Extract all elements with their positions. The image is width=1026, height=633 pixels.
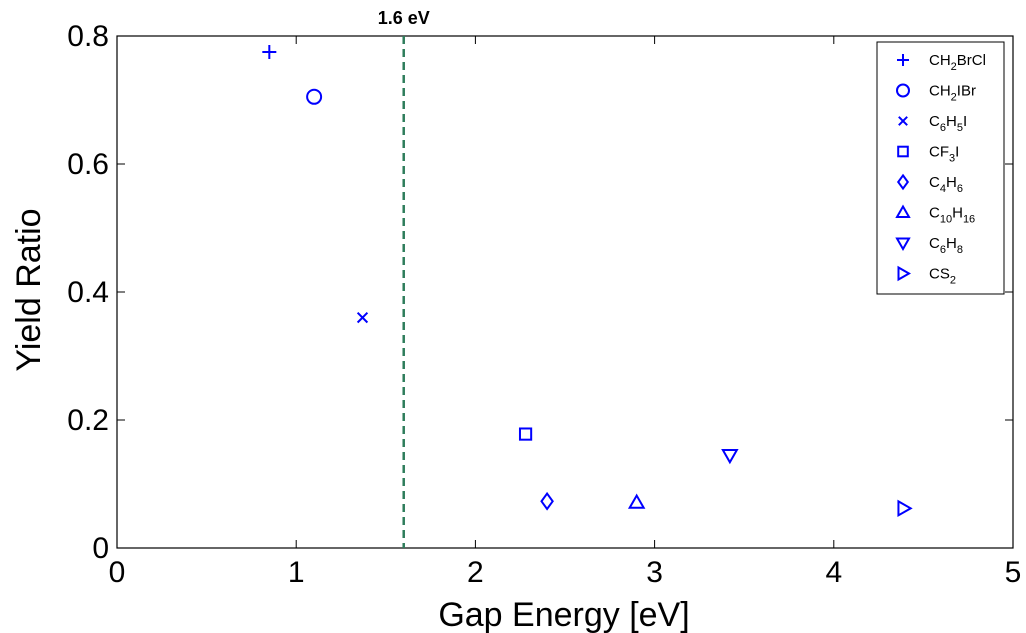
x-tick-label: 5 <box>1005 556 1022 589</box>
y-tick-label: 0.8 <box>67 20 109 53</box>
x-tick-label: 1 <box>288 556 305 589</box>
x-tick-label: 3 <box>646 556 663 589</box>
y-tick-label: 0.2 <box>67 404 109 437</box>
x-axis-label: Gap Energy [eV] <box>438 596 689 633</box>
x-tick-label: 4 <box>825 556 842 589</box>
data-point-cs2 <box>898 501 910 515</box>
data-point-cf3i <box>520 428 531 439</box>
y-axis-label: Yield Ratio <box>10 208 48 371</box>
data-point-ch2brcl <box>262 45 276 59</box>
data-points <box>262 45 910 515</box>
y-tick-label: 0.6 <box>67 148 109 181</box>
x-tick-label: 2 <box>467 556 484 589</box>
annotation: 1.6 eV <box>378 8 430 548</box>
x-tick-label: 0 <box>109 556 126 589</box>
legend-box <box>877 42 1004 294</box>
data-point-c6h8 <box>723 450 737 462</box>
threshold-label: 1.6 eV <box>378 8 430 28</box>
y-tick-label: 0.4 <box>67 276 109 309</box>
data-point-c4h6 <box>541 494 552 509</box>
data-point-c10h16 <box>630 496 644 508</box>
data-point-c6h5i <box>358 313 368 323</box>
data-point-ch2ibr <box>307 90 321 104</box>
y-tick-label: 0 <box>92 532 109 565</box>
